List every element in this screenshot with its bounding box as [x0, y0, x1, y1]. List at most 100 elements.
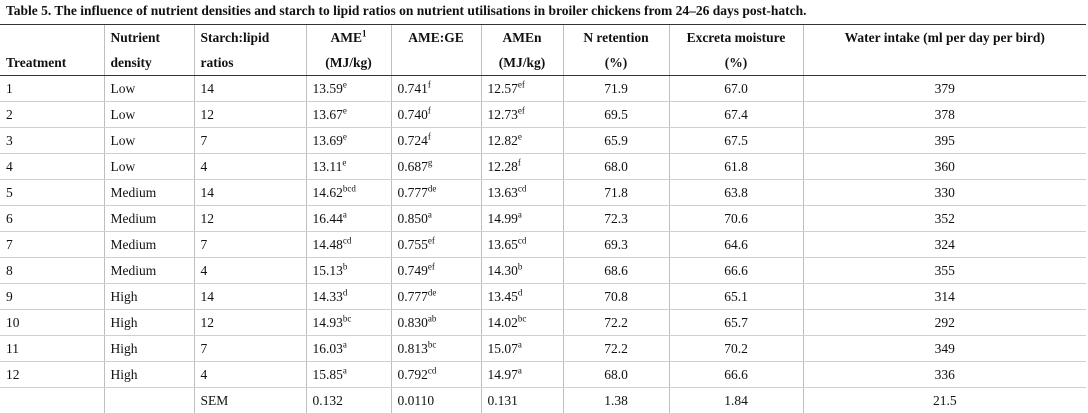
- cell-amen: 12.57ef: [481, 76, 563, 102]
- significance-letter: bc: [343, 313, 352, 323]
- cell-amen: 14.99a: [481, 206, 563, 232]
- cell-nutrient-density: High: [104, 310, 194, 336]
- header-nutrient: Nutrient: [104, 25, 194, 51]
- header-water-intake: Water intake (ml per day per bird): [803, 25, 1086, 51]
- cell-amen: 12.28f: [481, 154, 563, 180]
- cell-treatment: 12: [0, 362, 104, 388]
- header-amen-unit: (MJ/kg): [481, 50, 563, 76]
- significance-letter: ef: [428, 235, 435, 245]
- cell-nutrient-density: Medium: [104, 180, 194, 206]
- significance-letter: de: [428, 287, 437, 297]
- significance-letter: ef: [428, 261, 435, 271]
- cell-n-retention: 65.9: [563, 128, 669, 154]
- header-ame-ge: AME:GE: [391, 25, 481, 51]
- cell-n-retention: 72.3: [563, 206, 669, 232]
- cell-n-retention: 71.9: [563, 76, 669, 102]
- cell-starch-lipid: 12: [194, 310, 306, 336]
- significance-letter: a: [518, 339, 522, 349]
- cell-ame-ge: 0.830ab: [391, 310, 481, 336]
- cell-water-intake: 352: [803, 206, 1086, 232]
- cell-ame: 14.93bc: [306, 310, 391, 336]
- cell-ame: 15.85a: [306, 362, 391, 388]
- header-ratios: ratios: [194, 50, 306, 76]
- table-caption: Table 5. The influence of nutrient densi…: [6, 3, 806, 19]
- significance-letter: ef: [518, 79, 525, 89]
- significance-letter: ab: [428, 313, 437, 323]
- header-excreta-unit: (%): [669, 50, 803, 76]
- cell-ame: 16.44a: [306, 206, 391, 232]
- cell-treatment: 10: [0, 310, 104, 336]
- cell-ame-ge: 0.777de: [391, 180, 481, 206]
- header-ame: AME1: [306, 25, 391, 51]
- cell-starch-lipid: 7: [194, 336, 306, 362]
- header-n-retention-unit: (%): [563, 50, 669, 76]
- significance-letter: a: [343, 339, 347, 349]
- cell-water-intake: 336: [803, 362, 1086, 388]
- cell-excreta-moisture: 64.6: [669, 232, 803, 258]
- significance-letter: b: [518, 261, 523, 271]
- cell-excreta-moisture: 67.5: [669, 128, 803, 154]
- cell-nutrient-density: Low: [104, 102, 194, 128]
- cell-water-intake: 349: [803, 336, 1086, 362]
- cell-n-retention: 68.0: [563, 362, 669, 388]
- header-row-2: Treatment density ratios (MJ/kg) (MJ/kg)…: [0, 50, 1086, 76]
- cell-ame-ge: 0.749ef: [391, 258, 481, 284]
- significance-letter: bc: [428, 339, 437, 349]
- cell-water-intake: 292: [803, 310, 1086, 336]
- cell-nutrient-density: Low: [104, 76, 194, 102]
- cell-water-intake: 355: [803, 258, 1086, 284]
- significance-letter: a: [343, 365, 347, 375]
- significance-letter: e: [343, 79, 347, 89]
- cell-water-intake: 378: [803, 102, 1086, 128]
- ame-footnote-marker: 1: [362, 28, 367, 38]
- significance-letter: cd: [343, 235, 352, 245]
- cell-n-retention: 1.38: [563, 388, 669, 413]
- cell-treatment: 2: [0, 102, 104, 128]
- significance-letter: cd: [428, 365, 437, 375]
- header-treatment: Treatment: [0, 50, 104, 76]
- cell-ame-ge: 0.724f: [391, 128, 481, 154]
- cell-ame: 14.33d: [306, 284, 391, 310]
- header-starch-lipid: Starch:lipid: [194, 25, 306, 51]
- cell-n-retention: 69.3: [563, 232, 669, 258]
- cell-amen: 12.82e: [481, 128, 563, 154]
- cell-starch-lipid: SEM: [194, 388, 306, 413]
- cell-treatment: 5: [0, 180, 104, 206]
- cell-nutrient-density: [104, 388, 194, 413]
- cell-ame: 14.62bcd: [306, 180, 391, 206]
- significance-letter: f: [428, 79, 431, 89]
- significance-letter: e: [518, 131, 522, 141]
- significance-letter: a: [428, 209, 432, 219]
- cell-starch-lipid: 12: [194, 206, 306, 232]
- cell-ame: 13.11e: [306, 154, 391, 180]
- cell-water-intake: 330: [803, 180, 1086, 206]
- cell-starch-lipid: 14: [194, 180, 306, 206]
- cell-ame: 16.03a: [306, 336, 391, 362]
- header-excreta-moisture: Excreta moisture: [669, 25, 803, 51]
- significance-letter: a: [343, 209, 347, 219]
- significance-letter: e: [342, 157, 346, 167]
- significance-letter: bcd: [343, 183, 356, 193]
- cell-starch-lipid: 4: [194, 258, 306, 284]
- cell-amen: 14.30b: [481, 258, 563, 284]
- cell-water-intake: 21.5: [803, 388, 1086, 413]
- cell-amen: 14.97a: [481, 362, 563, 388]
- significance-letter: de: [428, 183, 437, 193]
- cell-ame-ge: 0.741f: [391, 76, 481, 102]
- cell-ame: 13.67e: [306, 102, 391, 128]
- cell-excreta-moisture: 63.8: [669, 180, 803, 206]
- cell-ame-ge: 0.850a: [391, 206, 481, 232]
- cell-treatment: 6: [0, 206, 104, 232]
- cell-treatment: 11: [0, 336, 104, 362]
- significance-letter: cd: [518, 235, 527, 245]
- cell-n-retention: 72.2: [563, 310, 669, 336]
- cell-ame: 13.59e: [306, 76, 391, 102]
